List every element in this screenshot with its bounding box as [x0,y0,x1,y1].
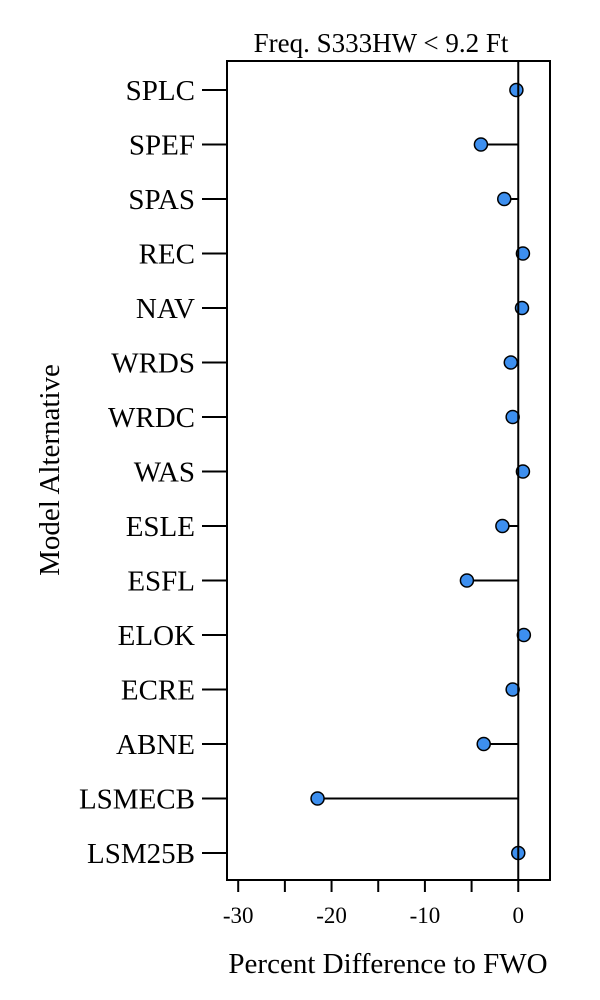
y-tick-label-spef: SPEF [129,130,195,162]
y-tick-label-lsmecb: LSMECB [79,784,195,816]
y-tick-label-nav: NAV [136,293,195,325]
x-axis-label: Percent Difference to FWO [228,948,547,980]
point-abne [476,736,491,752]
y-tick-label-wrdc: WRDC [108,402,195,434]
y-tick-label-esfl: ESFL [127,566,195,598]
x-axis: -30 -20 -10 0 [223,880,524,928]
point-wrdc [505,409,520,425]
point-ecre [505,682,520,697]
point-spas [497,191,512,207]
point-esle [495,518,510,534]
chart-title: Freq. S333HW < 9.2 Ft [254,28,509,58]
y-tick-label-lsm25b: LSM25B [87,838,195,870]
y-tick-label-elok: ELOK [118,620,195,652]
x-tick-label-3: 0 [513,903,525,928]
y-tick-label-was: WAS [134,457,195,489]
point-elok [516,627,532,643]
lollipops [310,82,532,861]
y-tick-label-esle: ESLE [126,511,195,543]
point-esfl [459,573,475,588]
point-wrds [503,355,519,370]
x-tick-label-1: -20 [316,903,347,928]
point-lsmecb [310,791,325,806]
point-was [515,464,531,479]
y-tick-label-spas: SPAS [128,184,195,216]
y-tick-label-rec: REC [139,239,195,271]
y-tick-label-wrds: WRDS [111,348,195,380]
x-tick-label-2: -10 [410,903,441,928]
point-spef [473,137,489,152]
plot-frame [226,60,551,881]
x-tick-label-0: -30 [223,903,254,928]
y-tick-label-splc: SPLC [126,75,195,107]
point-splc [509,82,524,98]
y-tick-label-abne: ABNE [116,729,195,761]
y-tick-label-ecre: ECRE [121,675,195,707]
point-rec [515,246,531,261]
y-axis: SPLC SPEF SPAS REC NAV WRDS WRDC WAS ESLE ESFL ELO… [79,75,227,870]
y-axis-label: Model Alternative [34,364,66,576]
